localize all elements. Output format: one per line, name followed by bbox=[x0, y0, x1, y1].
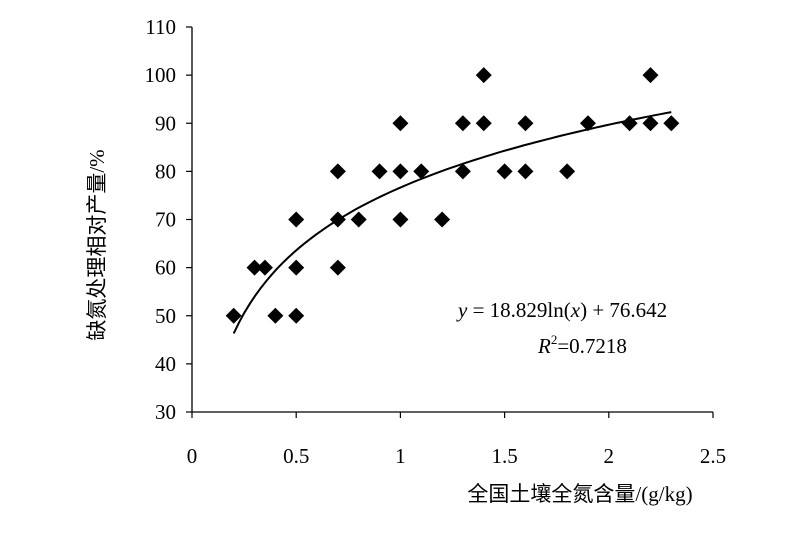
data-point bbox=[454, 163, 471, 180]
regression-equation: y = 18.829ln(x) + 76.642 bbox=[456, 298, 667, 322]
x-tick-label: 0 bbox=[187, 444, 198, 468]
data-point bbox=[663, 115, 680, 132]
data-point bbox=[579, 115, 596, 132]
data-point bbox=[329, 163, 346, 180]
axes bbox=[186, 26, 714, 418]
data-point bbox=[517, 163, 534, 180]
data-points bbox=[225, 67, 680, 324]
data-point bbox=[329, 259, 346, 276]
data-point bbox=[475, 115, 492, 132]
y-tick-label: 100 bbox=[145, 63, 177, 87]
data-point bbox=[642, 67, 659, 84]
data-point bbox=[413, 163, 430, 180]
data-point bbox=[454, 115, 471, 132]
r-squared: R2=0.7218 bbox=[537, 332, 627, 358]
data-point bbox=[288, 259, 305, 276]
data-point bbox=[475, 67, 492, 84]
y-tick-label: 60 bbox=[155, 256, 176, 280]
x-axis-title: 全国土壤全氮含量/(g/kg) bbox=[467, 482, 692, 506]
data-point bbox=[392, 163, 409, 180]
data-point bbox=[559, 163, 576, 180]
log-trendline bbox=[232, 111, 672, 334]
tick-labels: 30 40 50 60 70 80 90 100 110 0 0.5 1 1.5 2 2.5 bbox=[145, 15, 727, 468]
data-point bbox=[517, 115, 534, 132]
data-point bbox=[288, 307, 305, 324]
data-point bbox=[267, 307, 284, 324]
data-point bbox=[225, 307, 242, 324]
data-point bbox=[642, 115, 659, 132]
y-tick-label: 80 bbox=[155, 159, 176, 183]
data-point bbox=[246, 259, 263, 276]
data-point bbox=[256, 259, 273, 276]
data-point bbox=[350, 211, 367, 228]
x-tick-label: 2.5 bbox=[700, 444, 726, 468]
y-tick-label: 40 bbox=[155, 352, 176, 376]
data-point bbox=[496, 163, 513, 180]
trendline bbox=[232, 111, 672, 334]
data-point bbox=[434, 211, 451, 228]
x-tick-label: 1.5 bbox=[491, 444, 517, 468]
data-point bbox=[392, 115, 409, 132]
data-point bbox=[621, 115, 638, 132]
y-tick-label: 50 bbox=[155, 304, 176, 328]
y-tick-label: 30 bbox=[155, 400, 176, 424]
y-axis-title: 缺氮处理相对产量/% bbox=[85, 149, 109, 340]
data-point bbox=[288, 211, 305, 228]
data-point bbox=[392, 211, 409, 228]
data-point bbox=[371, 163, 388, 180]
x-tick-label: 0.5 bbox=[283, 444, 309, 468]
y-tick-label: 110 bbox=[145, 15, 176, 39]
y-tick-label: 70 bbox=[155, 208, 176, 232]
data-point bbox=[329, 211, 346, 228]
x-tick-label: 2 bbox=[604, 444, 615, 468]
x-tick-label: 1 bbox=[395, 444, 406, 468]
y-tick-label: 90 bbox=[155, 111, 176, 135]
